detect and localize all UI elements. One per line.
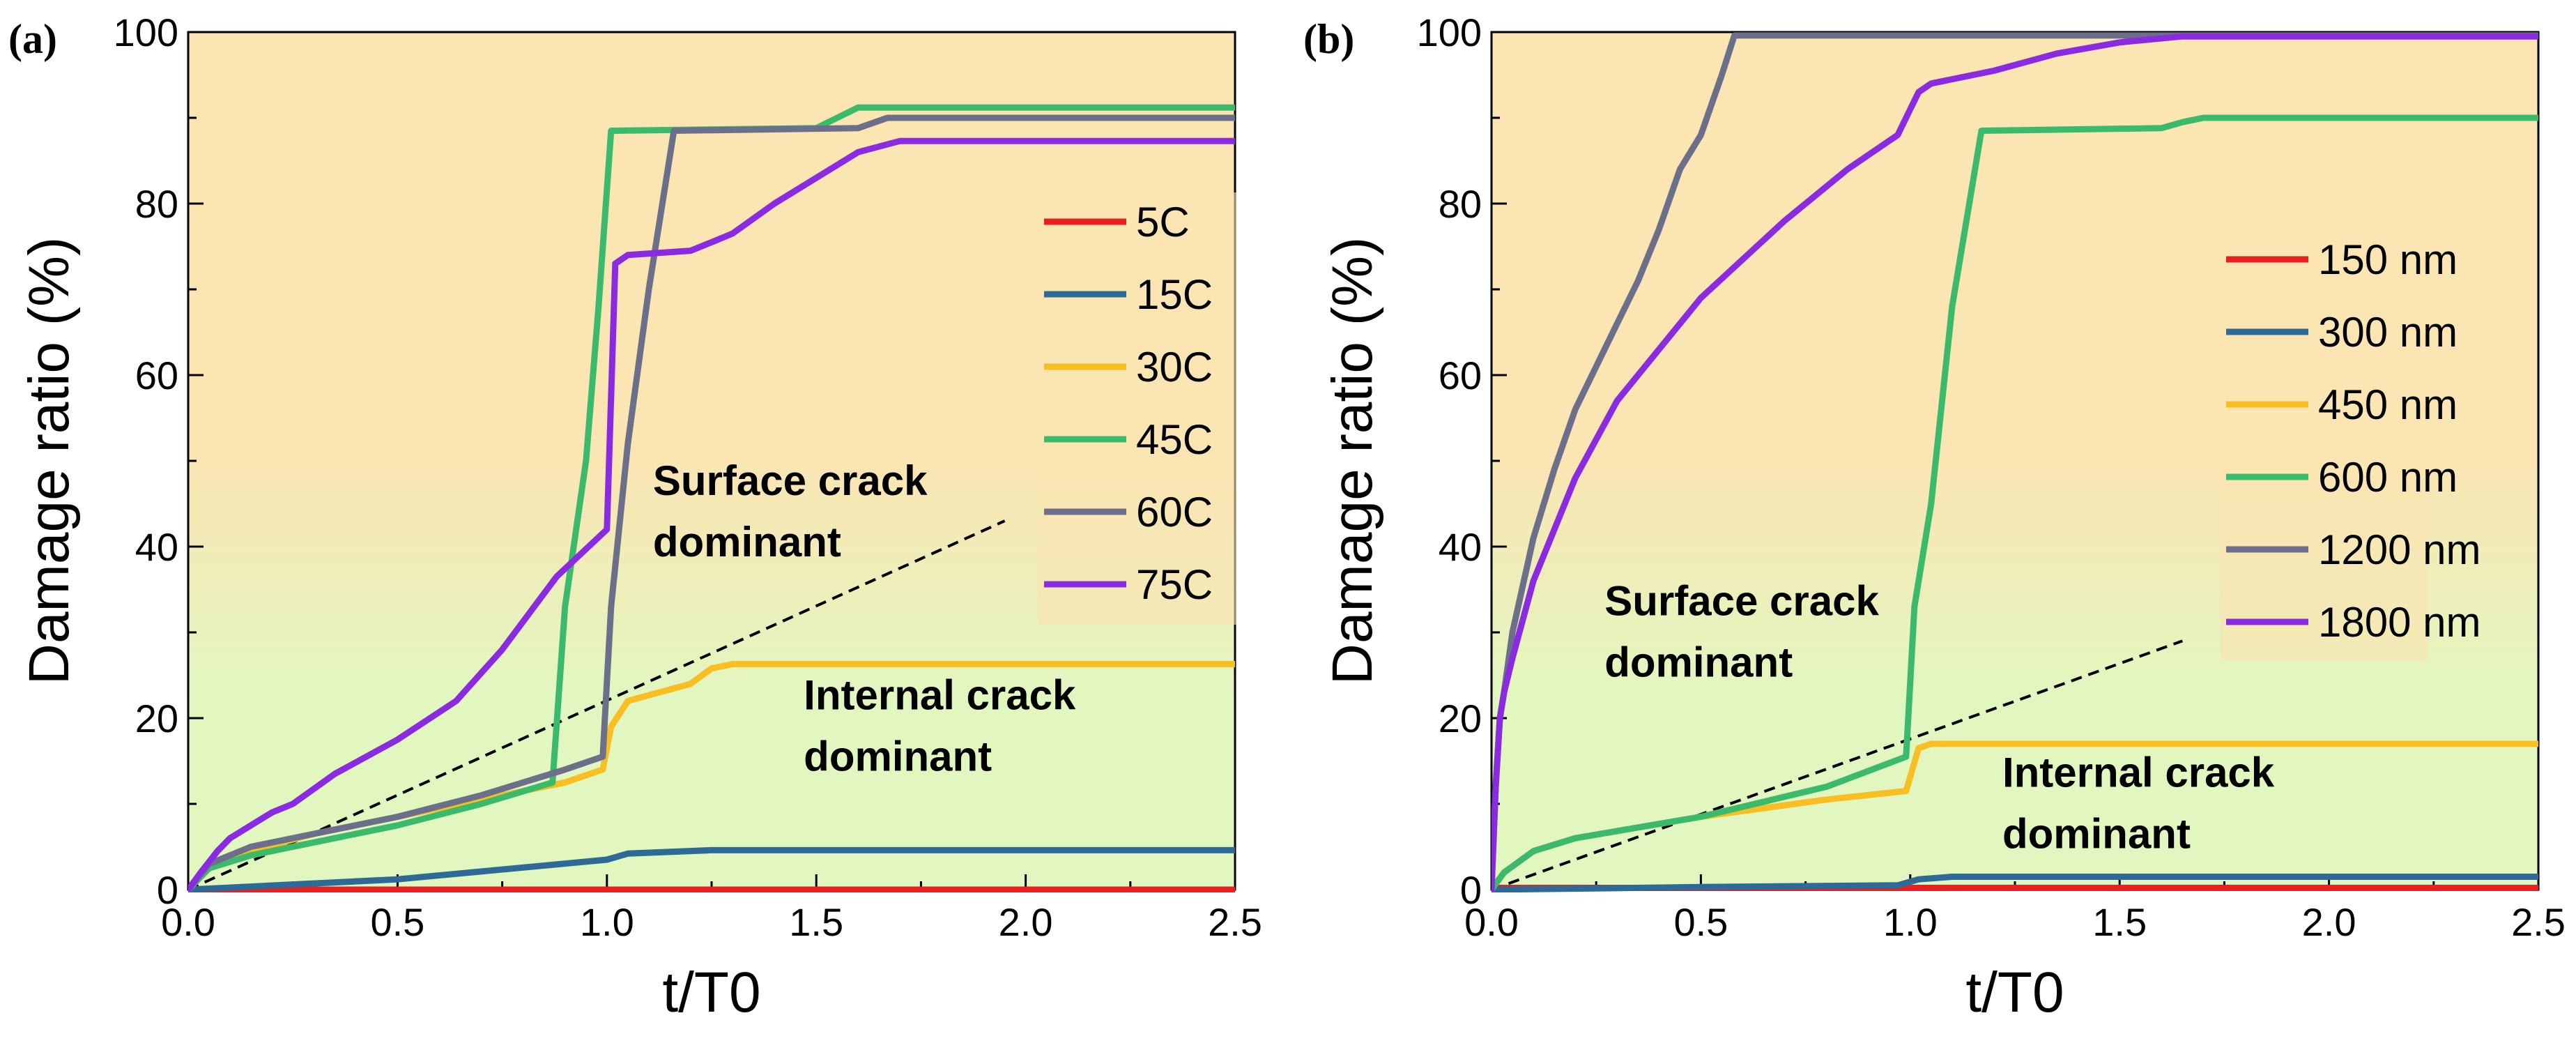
y-tick-label: 80: [1439, 182, 1482, 226]
annotation-surface-crack-line2: dominant: [1604, 639, 1793, 685]
x-tick-label: 0.0: [161, 900, 215, 944]
x-axis-label: t/T0: [1965, 961, 2064, 1024]
panel-a: 0.0 0.5 1.0 1.5 2.0 2.5 0 20 40 60 80 100 t/T0 Damage…: [8, 10, 1262, 1024]
series-line-300-nm: [1492, 874, 2538, 892]
x-tick-label: 2.0: [2302, 900, 2356, 944]
legend-label: 75C: [1136, 561, 1213, 608]
legend-box: [1038, 192, 1236, 625]
series-group: [1492, 32, 2538, 892]
series-line-30c: [188, 661, 1235, 892]
legend-label: 300 nm: [2318, 309, 2458, 356]
legend: 5C 15C 30C 45C 60C 75C: [1038, 192, 1236, 625]
annotation-surface-crack: Surface crack: [653, 457, 928, 504]
y-tick-label: 80: [135, 182, 178, 226]
x-tick-label: 0.5: [370, 900, 424, 944]
series-line-1800-nm: [1492, 33, 2538, 892]
y-tick-label: 20: [1439, 697, 1482, 740]
y-tick-label: 60: [1439, 353, 1482, 397]
x-tick-label: 1.0: [1883, 900, 1938, 944]
x-tick-label: 1.0: [580, 900, 634, 944]
x-axis-label: t/T0: [662, 961, 760, 1024]
legend-label: 150 nm: [2318, 236, 2458, 283]
panel-label: (b): [1303, 16, 1354, 62]
legend-label: 60C: [1136, 489, 1213, 535]
divider-line: [1491, 639, 2183, 891]
x-tick-label: 1.5: [2092, 900, 2147, 944]
x-tick-label: 2.5: [1208, 900, 1262, 944]
legend-label: 30C: [1136, 344, 1213, 390]
y-axis-label: Damage ratio (%): [17, 237, 81, 685]
y-tick-label: 100: [114, 10, 178, 54]
legend-label: 1800 nm: [2318, 599, 2481, 646]
y-tick-label: 20: [135, 697, 178, 740]
annotation-surface-crack-line2: dominant: [653, 519, 841, 565]
annotation-internal-crack: Internal crack: [804, 672, 1076, 719]
y-tick-label: 0: [157, 868, 178, 912]
y-tick-label: 60: [135, 353, 178, 397]
legend-label: 600 nm: [2318, 454, 2458, 501]
y-axis-label: Damage ratio (%): [1321, 237, 1384, 685]
y-tick-label: 40: [1439, 525, 1482, 569]
y-tick-label: 0: [1460, 868, 1482, 912]
annotation-internal-crack-line2: dominant: [804, 733, 992, 780]
x-tick-label: 0.0: [1464, 900, 1519, 944]
divider-line: [187, 519, 1006, 891]
legend-label: 45C: [1136, 416, 1213, 463]
x-tick-label: 2.0: [999, 900, 1053, 944]
series-line-15c: [188, 846, 1235, 892]
y-tick-label: 100: [1417, 10, 1482, 54]
series-line-60c: [188, 114, 1235, 892]
series-line-45c: [188, 104, 1235, 892]
annotation-surface-crack: Surface crack: [1604, 577, 1879, 624]
series-line-75c: [188, 137, 1235, 892]
series-line-600-nm: [1492, 114, 2538, 892]
y-tick-label: 40: [135, 525, 178, 569]
legend-label: 450 nm: [2318, 381, 2458, 428]
series-group: [188, 104, 1235, 892]
legend-label: 1200 nm: [2318, 526, 2481, 573]
x-tick-label: 1.5: [789, 900, 843, 944]
legend-label: 15C: [1136, 271, 1213, 318]
legend: 150 nm 300 nm 450 nm 600 nm 1200 nm 1800 nm: [2221, 215, 2481, 661]
legend-box: [2221, 215, 2428, 661]
x-tick-label: 2.5: [2511, 900, 2566, 944]
panel-b: 0.0 0.5 1.0 1.5 2.0 2.5 0 20 40 60 80 100 t/T0 Damage…: [1303, 10, 2566, 1024]
annotation-internal-crack-line2: dominant: [2002, 810, 2191, 857]
panel-label: (a): [8, 16, 57, 62]
legend-label: 5C: [1136, 199, 1190, 245]
x-tick-label: 0.5: [1673, 900, 1728, 944]
annotation-internal-crack: Internal crack: [2002, 749, 2275, 796]
